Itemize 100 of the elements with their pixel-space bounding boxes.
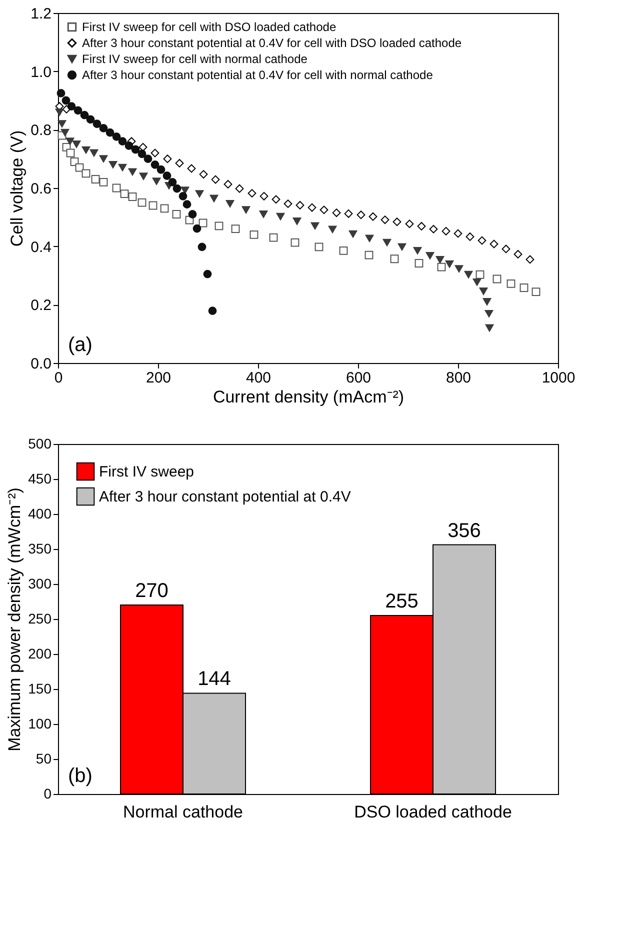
point <box>272 195 280 204</box>
point <box>144 154 152 164</box>
point <box>442 226 450 236</box>
y-tick-label: 1.0 <box>30 64 52 81</box>
point <box>175 159 184 168</box>
point <box>231 224 240 234</box>
point <box>120 190 129 198</box>
point <box>248 189 256 198</box>
point <box>199 170 208 178</box>
legend-label: First IV sweep <box>99 464 194 480</box>
point <box>150 160 160 169</box>
annotation: (b) <box>68 765 92 787</box>
point <box>203 270 212 278</box>
point <box>382 238 392 246</box>
x-tick-label: 0 <box>54 370 63 386</box>
point <box>139 172 148 180</box>
point <box>482 298 492 306</box>
point <box>514 250 522 258</box>
point <box>188 210 197 218</box>
data-label: 356 <box>448 520 481 542</box>
y-tick-label: 0.8 <box>30 122 52 140</box>
y-tick-label: 250 <box>28 610 52 626</box>
point <box>344 209 353 218</box>
point <box>75 163 84 172</box>
y-tick-label: 50 <box>36 750 52 766</box>
point <box>160 204 169 213</box>
legend-label: After 3 hour constant potential at 0.4V for cell with normal cathode <box>82 68 434 82</box>
point <box>195 190 204 198</box>
point <box>269 233 278 242</box>
point <box>208 306 217 315</box>
point <box>485 324 494 332</box>
point <box>66 138 74 146</box>
legend-label: First IV sweep for cell with DSO loaded cathode <box>82 20 336 34</box>
point <box>398 243 406 251</box>
point <box>437 262 446 272</box>
point <box>364 250 374 260</box>
point <box>242 206 250 214</box>
legend-label: After 3 hour constant potential at 0.4V for cell with DSO loaded cathode <box>82 36 462 50</box>
y-tick-label: 450 <box>28 470 52 486</box>
point <box>476 270 484 279</box>
point <box>492 274 502 284</box>
point <box>210 194 218 202</box>
point <box>392 218 402 226</box>
point <box>520 284 528 292</box>
point <box>405 220 414 228</box>
x-tick-label: Normal cathode <box>122 802 244 822</box>
point <box>118 137 127 146</box>
point <box>180 186 190 194</box>
point <box>99 155 108 163</box>
x-tick-label: 200 <box>146 370 172 386</box>
data-label: 144 <box>198 668 231 690</box>
point <box>250 230 258 239</box>
point <box>413 246 422 254</box>
x-tick-label: 400 <box>246 370 272 386</box>
point <box>138 198 146 207</box>
y-tick-label: 400 <box>28 506 52 522</box>
point <box>380 216 390 224</box>
point <box>454 229 462 238</box>
point <box>211 175 220 184</box>
point <box>226 200 234 208</box>
point <box>99 178 108 186</box>
data-label: 270 <box>135 580 168 602</box>
point <box>112 184 121 192</box>
y-tick-label: 1.2 <box>30 6 52 22</box>
point <box>532 288 540 296</box>
point <box>80 110 89 120</box>
point <box>414 259 424 268</box>
y-tick-label: 0.6 <box>30 180 52 198</box>
point <box>162 172 172 180</box>
y-tick-label: 100 <box>28 716 52 732</box>
point <box>426 252 434 260</box>
data-label: 255 <box>385 590 418 612</box>
point <box>67 102 76 111</box>
point <box>290 238 300 247</box>
point <box>502 244 510 254</box>
y-tick-label: 0.2 <box>30 297 52 314</box>
point <box>138 142 148 152</box>
point <box>328 226 337 234</box>
point <box>172 184 182 193</box>
point <box>128 168 137 176</box>
point <box>472 278 482 286</box>
point <box>260 192 268 200</box>
point <box>172 210 181 218</box>
point <box>91 175 100 184</box>
point <box>296 201 304 210</box>
point <box>214 222 224 230</box>
y-tick-label: 0.0 <box>30 356 52 372</box>
point <box>490 240 498 248</box>
y-tick-label: 150 <box>28 680 52 696</box>
point <box>148 201 158 210</box>
x-tick-label: 600 <box>346 370 372 386</box>
point <box>62 96 70 105</box>
point <box>479 288 488 295</box>
point <box>90 149 98 157</box>
point <box>276 212 285 220</box>
legend-label: First IV sweep for cell with normal cathode <box>82 52 308 66</box>
x-tick-label: 800 <box>446 370 472 386</box>
point <box>224 180 232 188</box>
point <box>92 120 102 128</box>
point <box>106 128 114 137</box>
